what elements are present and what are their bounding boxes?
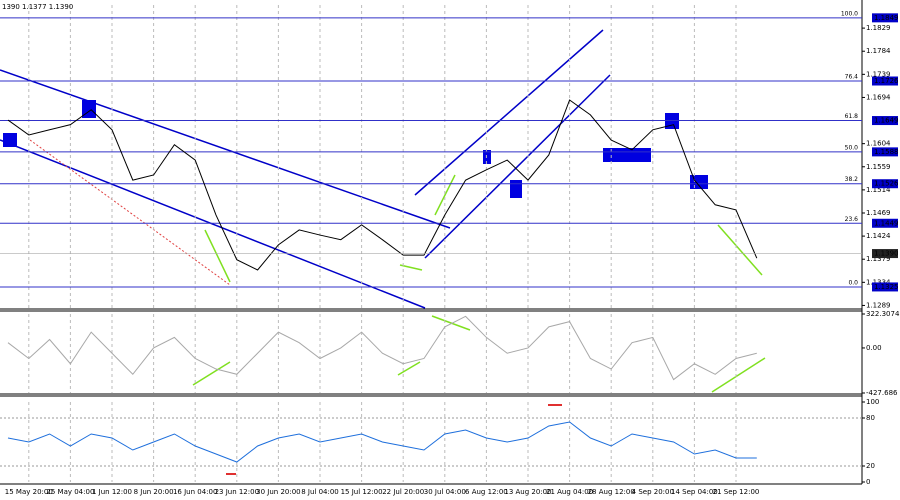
- zone: [690, 175, 708, 189]
- y-tick-label: 1.1739: [866, 70, 891, 78]
- x-tick-label: 8 Jul 04:00: [301, 488, 339, 496]
- fib-label: 23.6: [845, 216, 859, 223]
- price-label: 1.1726: [874, 77, 899, 85]
- x-tick-label: 15 May 20:00: [5, 488, 53, 496]
- y-tick-label: 322.3074: [866, 310, 900, 318]
- divergence: [431, 315, 471, 331]
- y-tick-label: 0.00: [866, 344, 882, 352]
- x-tick-label: 1 Jun 12:00: [92, 488, 132, 496]
- fib-label: 50.0: [845, 144, 859, 151]
- price-box: [872, 147, 898, 157]
- price-label: 1.1849: [874, 14, 899, 22]
- x-tick-label: 23 Jun 12:00: [215, 488, 259, 496]
- zone: [3, 133, 17, 147]
- x-tick-label: 6 Aug 12:00: [465, 488, 508, 496]
- price-box: [872, 13, 898, 23]
- y-tick-label: 1.1694: [866, 93, 891, 101]
- price-box: [872, 116, 898, 126]
- y-tick-label: 1.1604: [866, 140, 891, 148]
- series-line: [7, 315, 757, 381]
- x-tick-label: 4 Sep 20:00: [632, 488, 674, 496]
- dashed-trend: [29, 139, 231, 286]
- x-tick-label: 8 Jun 20:00: [134, 488, 174, 496]
- header-quote: 1390 1.1377 1.1390: [2, 3, 73, 11]
- markers: [226, 404, 562, 475]
- y-tick-label: 100: [866, 398, 879, 406]
- channel-line: [0, 69, 451, 229]
- divergence: [717, 224, 763, 276]
- y-tick-label: 1.1469: [866, 209, 891, 217]
- divergence: [397, 361, 421, 376]
- fib-label: 100.0: [841, 10, 858, 17]
- x-tick-label: 28 Aug 12:00: [588, 488, 635, 496]
- x-tick-label: 15 Jul 12:00: [341, 488, 383, 496]
- divergence-lines: [192, 174, 766, 393]
- price-label: 1.1449: [874, 219, 899, 227]
- fib-label: 0.0: [848, 279, 858, 286]
- price-box: [872, 179, 898, 189]
- price-label: 1.1649: [874, 117, 899, 125]
- channels: [0, 29, 611, 309]
- x-tick-label: 21 Aug 04:00: [546, 488, 593, 496]
- price-label: 1.1588: [874, 148, 899, 156]
- price-box: [872, 76, 898, 86]
- y-tick-label: 1.1379: [866, 255, 891, 263]
- y-tick-label: 1.1829: [866, 24, 891, 32]
- series-line: [7, 99, 758, 271]
- fib-label: 76.4: [845, 74, 859, 81]
- y-tick-label: 1.1514: [866, 186, 891, 194]
- last-price-label: 1.1390: [874, 250, 899, 258]
- price-box: [872, 282, 898, 292]
- y-tick-label: 1.1784: [866, 47, 891, 55]
- price-label: 1.1325: [874, 283, 899, 291]
- divergence: [192, 361, 231, 386]
- x-tick-label: 13 Aug 20:00: [504, 488, 551, 496]
- y-tick-label: 0: [866, 478, 870, 486]
- last-price-box: [872, 249, 898, 259]
- x-tick-label: 16 Jun 04:00: [173, 488, 217, 496]
- fib-label: 61.8: [845, 113, 859, 120]
- channel-line: [414, 29, 604, 196]
- x-tick-label: 30 Jul 04:00: [424, 488, 466, 496]
- series-line: [7, 421, 757, 463]
- y-tick-label: 1.1424: [866, 232, 891, 240]
- y-tick-label: -427.686: [866, 389, 898, 397]
- zone: [483, 150, 491, 164]
- price-box: [872, 218, 898, 228]
- x-tick-label: 25 May 04:00: [46, 488, 94, 496]
- fib-label: 38.2: [845, 176, 859, 183]
- x-tick-label: 14 Sep 04:00: [671, 488, 718, 496]
- y-tick-label: 80: [866, 414, 875, 422]
- divergence: [434, 174, 456, 216]
- x-tick-label: 21 Sep 12:00: [713, 488, 760, 496]
- zone: [510, 180, 522, 198]
- y-tick-label: 1.1334: [866, 278, 891, 286]
- y-tick-label: 1.1559: [866, 163, 891, 171]
- channel-line: [424, 74, 611, 259]
- y-tick-label: 20: [866, 462, 875, 470]
- divergence: [204, 229, 231, 283]
- divergence: [711, 357, 766, 393]
- x-tick-label: 22 Jul 20:00: [382, 488, 424, 496]
- price-label: 1.1526: [874, 180, 899, 188]
- y-tick-label: 1.1289: [866, 301, 891, 309]
- zone: [603, 148, 651, 162]
- x-tick-label: 30 Jun 20:00: [256, 488, 300, 496]
